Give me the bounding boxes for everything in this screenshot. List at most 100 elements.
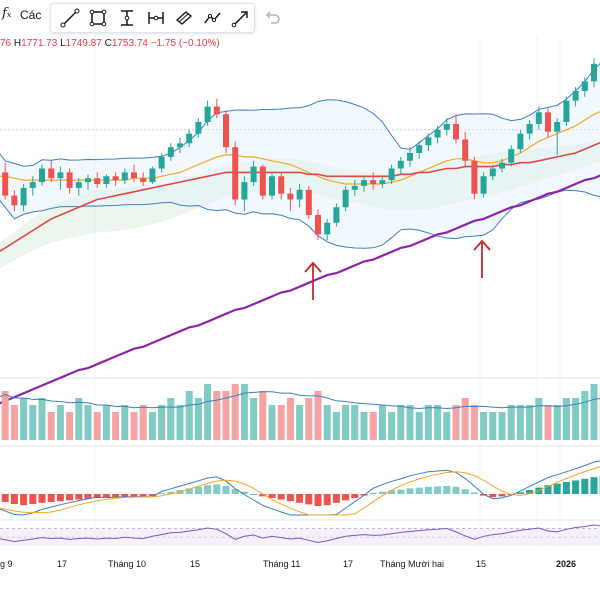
x-axis-label: 15 <box>476 559 486 569</box>
macd-hist-bar <box>342 494 350 501</box>
volume-bar <box>148 412 156 440</box>
annotation-arrows <box>304 239 491 300</box>
candle-body <box>94 178 101 184</box>
macd-hist-bar <box>553 483 561 494</box>
candle-body <box>554 122 561 132</box>
fib-channel-icon[interactable] <box>171 5 197 31</box>
ichimoku-cloud <box>0 138 600 269</box>
volume-bar <box>185 391 193 440</box>
macd-hist-bar <box>489 494 497 498</box>
arrow-icon[interactable] <box>228 5 254 31</box>
candle-body <box>167 147 174 157</box>
macd-hist-bar <box>434 486 442 494</box>
ohlc-open: 76 <box>0 38 12 49</box>
candle-body <box>591 63 597 82</box>
macd-hist-bar <box>102 494 110 498</box>
volume-bar <box>461 398 469 440</box>
volume-bar <box>102 405 110 440</box>
ma-purple-line <box>0 174 600 405</box>
candle-body <box>259 166 266 196</box>
macd-hist-bar <box>75 494 83 500</box>
macd-hist-bar <box>148 494 156 496</box>
candle-body <box>535 112 542 124</box>
time-axis: g 9 17 Tháng 10 15 Tháng 11 17 Tháng Mười hai 1… <box>0 559 576 569</box>
horizontal-measure-icon[interactable] <box>143 5 169 31</box>
macd-hist-bar <box>470 492 478 494</box>
candle-body <box>103 176 110 184</box>
volume-bar <box>56 405 64 440</box>
volume-bar <box>526 405 534 440</box>
volume-bar <box>167 398 175 440</box>
macd-hist-bar <box>240 491 248 494</box>
candle-body <box>508 149 515 163</box>
path-icon[interactable] <box>200 5 226 31</box>
x-axis-label: g 9 <box>0 559 13 569</box>
macd-hist-bar <box>323 494 331 506</box>
candle-body <box>462 139 469 161</box>
x-axis-label: Tháng Mười hai <box>380 559 444 569</box>
macd-hist-bar <box>139 494 147 497</box>
volume-bar <box>424 405 432 440</box>
ohlc-low: 1749.87 <box>65 38 102 49</box>
volume-bar <box>378 405 386 440</box>
macd-hist-bar <box>369 492 377 494</box>
candle-body <box>186 133 193 144</box>
candle-body <box>416 145 423 153</box>
candle-body <box>223 114 229 148</box>
macd-hist-bar <box>93 494 101 498</box>
candle-body <box>388 168 395 181</box>
volume-pane <box>0 384 600 440</box>
macd-hist-bar <box>406 488 414 494</box>
ohlc-low-prefix: L <box>60 38 66 49</box>
macd-hist-bar <box>332 494 340 503</box>
macd-hist-bar <box>250 494 258 495</box>
volume-bar <box>406 405 414 440</box>
macd-hist-bar <box>572 480 580 494</box>
trend-line-icon[interactable] <box>57 5 83 31</box>
volume-bar <box>415 412 423 440</box>
rectangle-icon[interactable] <box>86 5 112 31</box>
candle-body <box>296 189 303 200</box>
candle-body <box>140 178 147 183</box>
volume-bar <box>231 384 239 440</box>
volume-bar <box>562 398 570 440</box>
x-axis-label: 17 <box>57 559 67 569</box>
up-arrow-2 <box>473 239 491 278</box>
volume-bar <box>139 405 147 440</box>
volume-bar <box>240 384 248 440</box>
candle-body <box>434 129 441 138</box>
macd-hist-bar <box>194 486 202 494</box>
candle-body <box>29 182 36 188</box>
macd-hist-bar <box>259 494 267 497</box>
candle-body <box>75 182 82 188</box>
candle-body <box>158 156 165 169</box>
macd-hist-bar <box>443 486 451 494</box>
x-axis-label: 15 <box>190 559 200 569</box>
vertical-measure-icon[interactable] <box>114 5 140 31</box>
candle-body <box>342 189 349 208</box>
drawing-toolbar <box>50 3 255 33</box>
x-axis-label: Tháng 10 <box>108 559 146 569</box>
undo-icon[interactable] <box>263 8 281 26</box>
candle-body <box>57 172 64 179</box>
volume-bar <box>507 405 515 440</box>
macd-hist-bar <box>222 486 230 494</box>
candle-body <box>526 123 533 134</box>
volume-bar <box>121 405 129 440</box>
volume-bar <box>535 398 543 440</box>
x-axis-label: Tháng 11 <box>263 559 300 569</box>
volume-bar <box>277 405 285 440</box>
volume-bar <box>351 405 359 440</box>
volume-bar <box>498 412 506 440</box>
indicators-label[interactable]: Các <box>20 8 42 22</box>
volume-bar <box>397 405 405 440</box>
indicator-fx-icon[interactable]: fₓ <box>2 6 12 21</box>
macd-hist-bar <box>56 494 64 502</box>
volume-bar <box>286 398 294 440</box>
candle-body <box>517 133 524 150</box>
ohlc-close: 1753.74 <box>111 38 148 49</box>
rsi-pane <box>0 524 600 546</box>
candle-body <box>545 112 551 132</box>
bollinger-fill <box>0 63 600 249</box>
